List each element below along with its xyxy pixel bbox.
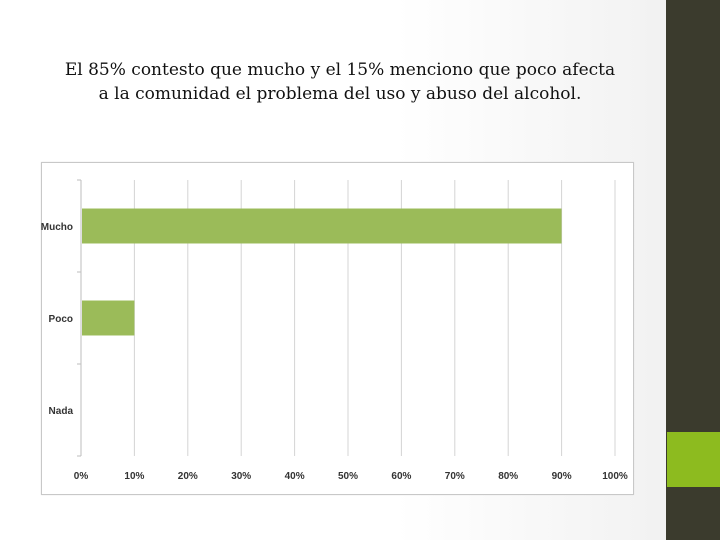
side-accent-block [667,432,720,487]
slide-title: El 85% contesto que mucho y el 15% menci… [30,58,650,106]
x-tick-label: 70% [445,471,465,482]
x-tick-label: 60% [391,471,411,482]
x-tick-label: 80% [498,471,518,482]
x-tick-label: 0% [74,471,89,482]
x-tick-label: 30% [231,471,251,482]
bar-poco [82,300,135,336]
category-label: Nada [49,406,74,417]
category-label: Poco [49,314,73,325]
x-tick-label: 20% [178,471,198,482]
x-tick-label: 50% [338,471,358,482]
slide-title-line-1: El 85% contesto que mucho y el 15% menci… [64,60,616,80]
category-label: Mucho [41,222,73,233]
x-tick-label: 90% [552,471,572,482]
bar-mucho [82,208,562,244]
x-tick-label: 40% [285,471,305,482]
x-tick-label: 100% [602,471,628,482]
x-tick-label: 10% [124,471,144,482]
slide-title-line-2: a la comunidad el problema del uso y abu… [98,84,582,104]
